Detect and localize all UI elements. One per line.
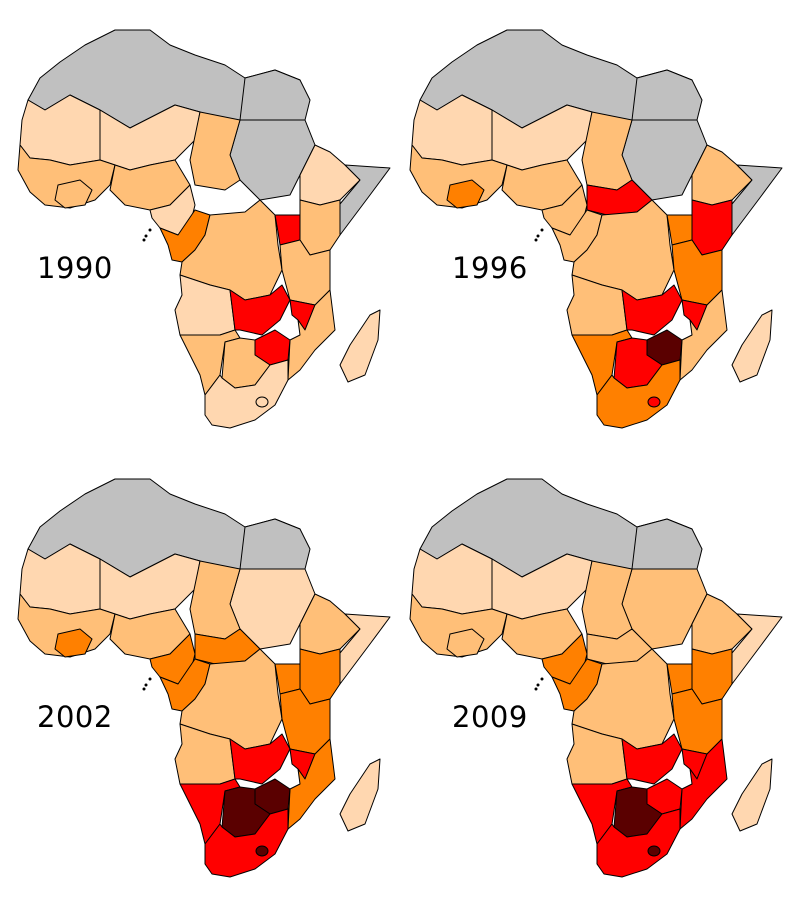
region-south-africa [204, 808, 289, 878]
region-namibia [179, 778, 241, 845]
region-lesotho [255, 396, 269, 408]
africa-map-1990 [17, 29, 391, 429]
region-lesotho [647, 845, 661, 857]
region-egypt [631, 69, 703, 121]
region-ivory-coast [54, 179, 93, 209]
region-kenya [299, 199, 341, 256]
region-south-africa [204, 359, 289, 429]
region-egypt [239, 69, 311, 121]
africa-map-2002 [17, 478, 391, 878]
region-lesotho [647, 396, 661, 408]
island-dot [148, 677, 152, 681]
map-panel-2002: 2002 [0, 449, 402, 898]
region-mozambique [287, 289, 336, 381]
region-zambia [621, 284, 683, 336]
region-zambia [229, 733, 291, 785]
island-dot [144, 683, 148, 687]
region-lesotho [255, 845, 269, 857]
region-ivory-coast [446, 179, 485, 209]
region-kenya [299, 648, 341, 705]
region-south-africa [596, 808, 681, 878]
africa-map-2009 [409, 478, 783, 878]
year-label: 1990 [37, 251, 113, 285]
region-ivory-coast [446, 628, 485, 658]
island-dot [536, 234, 540, 238]
map-panel-1990: 1990 [0, 0, 402, 449]
map-panel-2009: 2009 [392, 449, 794, 898]
island-dot [536, 683, 540, 687]
region-kenya [691, 648, 733, 705]
island-dot [142, 238, 146, 242]
year-label: 2002 [37, 700, 113, 734]
region-namibia [571, 778, 633, 845]
island-dot [540, 228, 544, 232]
region-madagascar [731, 758, 773, 832]
region-mozambique [679, 289, 728, 381]
region-namibia [571, 329, 633, 396]
region-madagascar [339, 758, 381, 832]
region-kenya [691, 199, 733, 256]
region-chad [189, 111, 241, 191]
island-dot [148, 228, 152, 232]
region-madagascar [339, 309, 381, 383]
region-zambia [229, 284, 291, 336]
region-namibia [179, 329, 241, 396]
island-dot [534, 238, 538, 242]
africa-map-1996 [409, 29, 783, 429]
region-mozambique [679, 738, 728, 830]
island-dot [142, 687, 146, 691]
region-south-africa [596, 359, 681, 429]
island-dot [534, 687, 538, 691]
region-mozambique [287, 738, 336, 830]
map-panel-1996: 1996 [392, 0, 794, 449]
region-egypt [631, 518, 703, 570]
region-ivory-coast [54, 628, 93, 658]
island-dot [540, 677, 544, 681]
island-dot [144, 234, 148, 238]
region-zambia [621, 733, 683, 785]
region-egypt [239, 518, 311, 570]
region-madagascar [731, 309, 773, 383]
year-label: 1996 [452, 251, 528, 285]
year-label: 2009 [452, 700, 528, 734]
